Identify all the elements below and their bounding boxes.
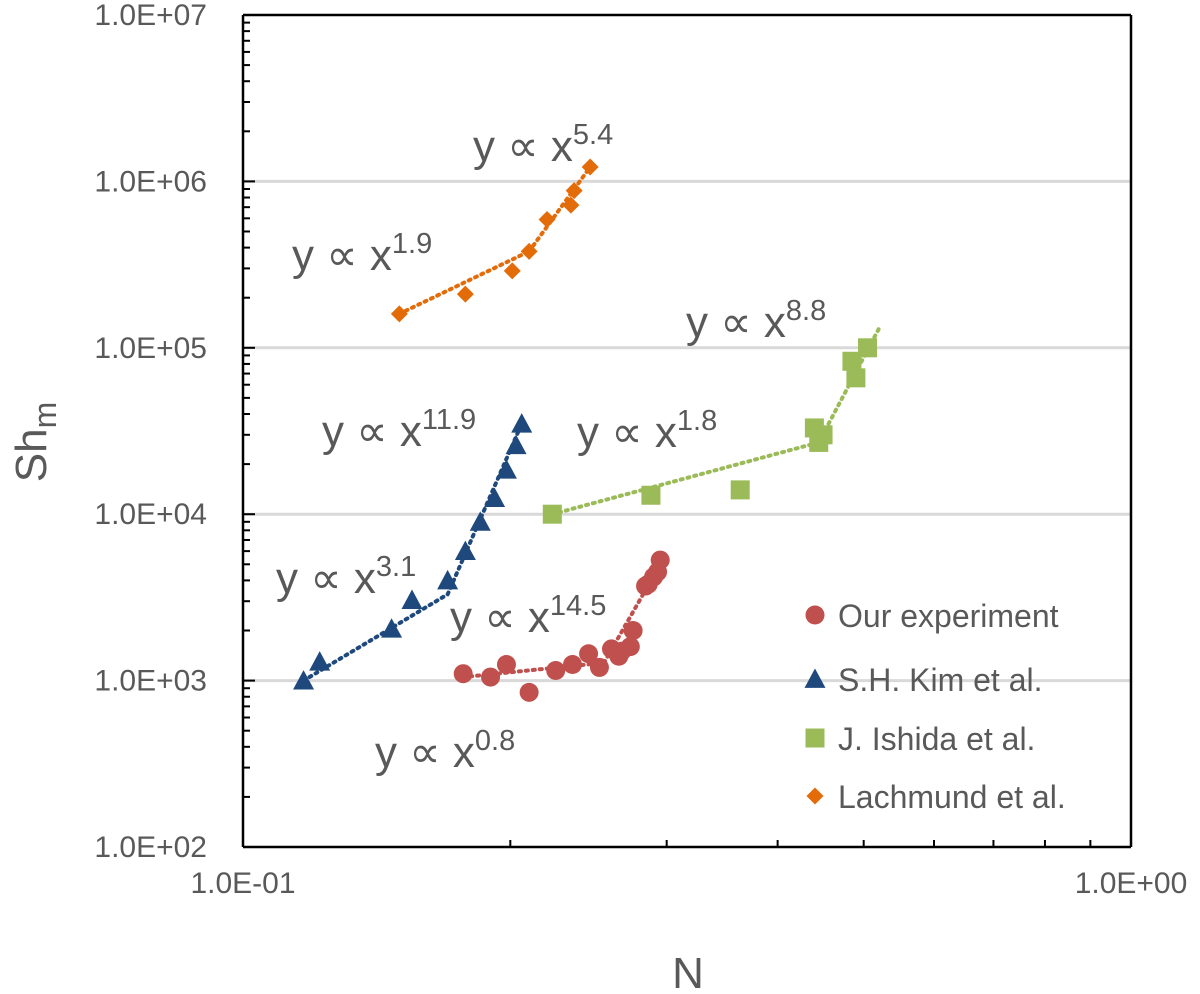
y-axis-title: Shm	[7, 402, 63, 482]
data-point	[650, 550, 670, 570]
data-point	[481, 667, 501, 687]
data-point	[505, 434, 527, 455]
y-tick-label: 1.0E+03	[94, 665, 207, 698]
data-point	[437, 569, 459, 590]
data-point	[623, 621, 643, 641]
y-tick-label: 1.0E+04	[94, 498, 207, 531]
y-tick-label: 1.0E+02	[94, 831, 207, 864]
data-point	[520, 242, 538, 260]
data-point	[842, 351, 862, 371]
legend-marker	[806, 787, 824, 805]
data-point	[456, 285, 474, 303]
data-point	[495, 459, 517, 479]
data-point	[293, 670, 315, 690]
data-point	[565, 182, 583, 200]
power-law-annotation: y ∝ x3.1	[276, 551, 416, 603]
annotation-exponent: 8.8	[786, 295, 826, 327]
trendline	[550, 440, 821, 517]
legend-label: Our experiment	[838, 598, 1059, 634]
data-point	[813, 425, 833, 445]
power-law-annotation: y ∝ x1.9	[292, 228, 432, 280]
y-tick-label: 1.0E+06	[94, 165, 207, 198]
data-point	[542, 504, 562, 524]
annotation-base: y ∝ x	[473, 122, 573, 171]
data-markers	[293, 158, 878, 702]
power-law-annotation: y ∝ x1.8	[577, 405, 717, 457]
data-point	[589, 657, 609, 677]
annotation-base: y ∝ x	[322, 407, 422, 456]
data-point	[390, 305, 408, 323]
annotation-base: y ∝ x	[577, 408, 677, 457]
data-point	[581, 158, 599, 176]
annotation-base: y ∝ x	[686, 298, 786, 347]
trendline	[527, 165, 593, 254]
x-tick-label: 1.0E-01	[190, 867, 295, 900]
legend-label: S.H. Kim et al.	[838, 662, 1043, 698]
power-law-annotation: y ∝ x8.8	[686, 295, 826, 347]
annotation-exponent: 1.8	[677, 405, 717, 437]
data-point	[453, 664, 473, 684]
legend-marker	[805, 605, 825, 625]
x-tick-labels: 1.0E-01 1.0E+00	[190, 867, 1187, 900]
data-point	[858, 338, 878, 358]
annotations: y ∝ x5.4y ∝ x1.9y ∝ x8.8y ∝ x11.9 y ∝ x1.…	[276, 119, 826, 777]
annotation-base: y ∝ x	[292, 231, 392, 280]
annotation-exponent: 5.4	[573, 119, 613, 151]
data-point	[846, 368, 866, 388]
x-axis-title: N	[672, 949, 704, 994]
y-tick-labels: 1.0E+02 1.0E+03 1.0E+04 1.0E+05 1.0E+06 1.0E+…	[94, 0, 207, 864]
y-tick-label: 1.0E+07	[94, 0, 207, 32]
legend-marker	[805, 728, 825, 748]
data-point	[563, 654, 583, 674]
data-point	[641, 485, 661, 505]
x-tick-label: 1.0E+00	[1075, 867, 1188, 900]
power-law-annotation: y ∝ x14.5	[450, 590, 606, 642]
data-point	[309, 651, 331, 671]
data-point	[562, 196, 580, 214]
y-tick-label: 1.0E+05	[94, 332, 207, 365]
legend-label: Lachmund et al.	[838, 779, 1066, 815]
annotation-base: y ∝ x	[450, 593, 550, 642]
data-point	[579, 644, 599, 664]
legend-label: J. Ishida et al.	[838, 721, 1035, 757]
annotation-exponent: 1.9	[392, 228, 432, 260]
data-point	[538, 211, 556, 229]
data-point	[469, 511, 491, 531]
y-axis-title-base: Sh	[7, 428, 56, 482]
data-point	[511, 413, 533, 433]
grid	[243, 179, 1131, 683]
data-point	[454, 540, 476, 561]
power-law-annotation: y ∝ x0.8	[375, 725, 515, 777]
legend-marker	[804, 668, 826, 688]
annotation-base: y ∝ x	[276, 554, 376, 603]
data-point	[496, 654, 516, 674]
annotation-exponent: 3.1	[376, 551, 416, 583]
data-point	[546, 660, 566, 680]
data-point	[730, 480, 750, 500]
plot-frame	[241, 13, 1133, 849]
data-point	[503, 262, 521, 280]
y-axis-title-sub: m	[27, 402, 63, 429]
annotation-base: y ∝ x	[375, 728, 475, 777]
legend: Our experiment S.H. Kim et al. J. Ishida e…	[804, 598, 1066, 815]
power-law-annotation: y ∝ x11.9	[322, 404, 476, 456]
data-point	[401, 589, 423, 609]
annotation-exponent: 11.9	[422, 404, 476, 436]
data-point	[484, 487, 506, 507]
trendline	[397, 249, 532, 316]
data-point	[620, 637, 640, 657]
data-point	[519, 682, 539, 702]
power-law-annotation: y ∝ x5.4	[473, 119, 613, 171]
annotation-exponent: 14.5	[550, 590, 606, 622]
data-point	[381, 618, 403, 638]
annotation-exponent: 0.8	[475, 725, 515, 757]
